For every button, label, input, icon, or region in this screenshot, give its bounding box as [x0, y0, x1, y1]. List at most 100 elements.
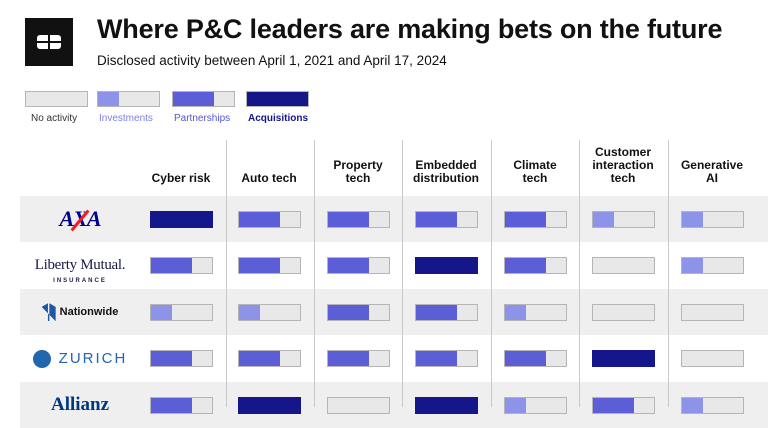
activity-bar: [150, 396, 213, 414]
activity-bar: [681, 396, 744, 414]
activity-bar: [681, 303, 744, 321]
activity-fill: [151, 304, 173, 320]
header-line: Generative: [680, 158, 744, 172]
activity-bar: [504, 350, 567, 368]
header-line: tech: [610, 171, 636, 185]
activity-bar: [504, 210, 567, 228]
activity-bar: [238, 350, 301, 368]
activity-bar: [415, 350, 478, 368]
activity-fill: [682, 258, 704, 274]
activity-bar: [504, 303, 567, 321]
activity-bar: [592, 210, 655, 228]
legend-swatch: [246, 91, 309, 107]
column-separator: [668, 140, 669, 407]
column-separator: [314, 140, 315, 407]
activity-bar: [592, 350, 655, 368]
activity-bar: [415, 396, 478, 414]
header-line: Cyber risk: [151, 171, 211, 185]
header-line: Climate: [513, 158, 557, 172]
legend-label: Investments: [99, 113, 153, 124]
activity-bar: [327, 350, 390, 368]
activity-bar: [592, 257, 655, 275]
activity-fill: [239, 304, 261, 320]
header-line: Customer: [594, 145, 651, 159]
activity-fill: [505, 397, 527, 413]
brand-logo: [25, 18, 73, 66]
activity-fill: [151, 258, 193, 274]
activity-bar: [238, 210, 301, 228]
header-line: Embedded: [415, 158, 477, 172]
activity-fill: [239, 258, 281, 274]
column-separator: [226, 140, 227, 407]
subtitle: Disclosed activity between April 1, 2021…: [97, 53, 447, 68]
header-line: tech: [522, 171, 548, 185]
company-name: INSURANCE: [53, 277, 107, 284]
activity-bar: [681, 350, 744, 368]
activity-bar: [681, 210, 744, 228]
activity-fill: [151, 397, 193, 413]
column-separator: [579, 140, 580, 407]
activity-bar: [150, 350, 213, 368]
activity-fill: [328, 211, 370, 227]
header-line: AI: [706, 171, 718, 185]
activity-fill: [150, 210, 213, 228]
legend-swatch: [25, 91, 88, 107]
activity-bar: [150, 210, 213, 228]
activity-bar: [592, 396, 655, 414]
legend-label: Acquisitions: [248, 113, 309, 124]
column-header: Generative AI: [667, 159, 757, 185]
column-header: Property tech: [313, 159, 403, 185]
legend-label: Partnerships: [174, 113, 231, 124]
activity-bar: [415, 257, 478, 275]
column-header: Auto tech: [224, 172, 314, 185]
activity-fill: [416, 304, 458, 320]
activity-bar: [238, 396, 301, 414]
company-name: Liberty Mutual.: [34, 256, 126, 273]
activity-fill: [416, 211, 458, 227]
header-line: Property: [333, 158, 383, 172]
activity-fill: [151, 351, 193, 367]
activity-bar: [681, 257, 744, 275]
title: Where P&C leaders are making bets on the…: [97, 14, 723, 44]
legend-label: No activity: [31, 113, 78, 124]
company-name: Nationwide: [59, 306, 119, 319]
company-logo: Nationwide: [20, 300, 140, 326]
activity-bar: [592, 303, 655, 321]
activity-fill: [505, 258, 547, 274]
activity-fill: [239, 351, 281, 367]
legend-fill: [173, 92, 215, 106]
column-separator: [402, 140, 403, 407]
legend-swatch: [97, 91, 160, 107]
activity-bar: [504, 257, 567, 275]
activity-fill: [328, 258, 370, 274]
activity-fill: [593, 211, 615, 227]
legend-fill: [98, 92, 120, 106]
activity-fill: [505, 211, 547, 227]
activity-bar: [238, 303, 301, 321]
header-line: distribution: [413, 171, 479, 185]
legend-swatch: [172, 91, 235, 107]
activity-bar: [327, 303, 390, 321]
column-header: Embedded distribution: [401, 159, 491, 185]
activity-bar: [327, 257, 390, 275]
column-separator: [491, 140, 492, 407]
activity-fill: [238, 396, 301, 414]
activity-bar: [504, 396, 567, 414]
company-logo: AXA: [20, 207, 140, 232]
company-logo: Liberty Mutual. INSURANCE: [20, 253, 140, 285]
column-header: Cyber risk: [136, 172, 226, 185]
activity-fill: [415, 257, 478, 275]
activity-fill: [328, 351, 370, 367]
company-name: Allianz: [50, 394, 110, 416]
activity-fill: [416, 351, 458, 367]
activity-fill: [505, 304, 527, 320]
company-logo: ZURICH: [20, 347, 140, 371]
activity-bar: [238, 257, 301, 275]
activity-fill: [682, 211, 704, 227]
activity-bar: [415, 303, 478, 321]
header-line: Auto tech: [241, 171, 297, 185]
activity-fill: [505, 351, 547, 367]
activity-bar: [327, 396, 390, 414]
activity-fill: [592, 350, 655, 368]
activity-fill: [239, 211, 281, 227]
